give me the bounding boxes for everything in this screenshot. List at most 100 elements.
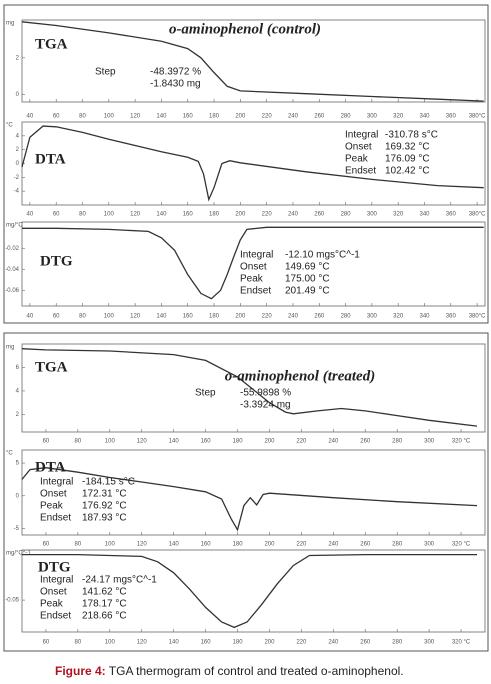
x-tick-label: 260 — [314, 314, 325, 320]
plot-title: TGA — [35, 36, 68, 52]
x-tick-label: 160 — [183, 314, 194, 320]
x-tick-label: 360 — [446, 212, 457, 218]
curve — [22, 226, 484, 300]
plot-title: DTA — [35, 459, 66, 475]
curve — [21, 467, 478, 532]
x-tick-label: 240 — [288, 314, 299, 320]
annotation-label: Integral — [240, 250, 273, 261]
x-tick-label: 160 — [183, 114, 194, 120]
y-axis-label: mg/°C^-1 — [6, 551, 32, 557]
y-tick-label: -0.02 — [5, 246, 19, 252]
x-tick-label: 140 — [169, 640, 180, 646]
x-tick-label: 160 — [201, 640, 212, 646]
annotation-value: -24.17 mgs°C^-1 — [82, 575, 157, 586]
y-axis-label: mg/°C — [6, 223, 23, 229]
y-tick-label: 4 — [16, 133, 20, 139]
x-tick-label: 240 — [328, 439, 339, 445]
x-tick-label: 200 — [235, 114, 246, 120]
x-tick-label: 120 — [137, 542, 148, 548]
panel-title: o-aminophenol (treated) — [225, 368, 375, 384]
annotation-label: Step — [195, 388, 216, 399]
annotation-label: Peak — [345, 154, 369, 165]
y-axis-label: °C — [6, 123, 13, 129]
y-tick-label: -0.05 — [5, 598, 19, 604]
plot-title: TGA — [35, 359, 68, 375]
x-tick-label: 140 — [169, 542, 180, 548]
y-tick-label: -0.06 — [5, 288, 19, 294]
x-tick-label: 360 — [446, 314, 457, 320]
x-tick-label: 300 — [424, 439, 435, 445]
x-tick-label: 320 — [393, 114, 404, 120]
panel-frame — [3, 332, 489, 652]
x-tick-label: 260 — [314, 114, 325, 120]
annotation-label: Onset — [40, 587, 67, 598]
x-tick-label: 320 — [393, 212, 404, 218]
x-tick-label: 200 — [235, 314, 246, 320]
y-tick-label: -5 — [14, 526, 20, 532]
x-tick-label: 260 — [360, 640, 371, 646]
x-tick-label: 80 — [75, 640, 82, 646]
annotation-label: Onset — [345, 142, 372, 153]
plot-title: DTA — [35, 151, 66, 167]
annotation-value: 175.00 °C — [285, 274, 330, 285]
x-tick-label: 140 — [169, 439, 180, 445]
x-tick-label: 320 — [393, 314, 404, 320]
y-tick-label: 2 — [16, 55, 20, 61]
x-tick-label: 300 — [367, 314, 378, 320]
x-tick-label: 180 — [209, 212, 220, 218]
x-tick-label: 280 — [392, 542, 403, 548]
x-tick-label: 340 — [419, 212, 430, 218]
y-tick-label: 2 — [16, 412, 20, 418]
annotation-value: -184.15 s°C — [82, 477, 135, 488]
x-tick-label: 60 — [43, 542, 50, 548]
x-tick-label: 300 — [367, 114, 378, 120]
annotation-label: Peak — [240, 274, 264, 285]
plot-frame — [21, 549, 486, 633]
y-axis-label: mg — [6, 345, 14, 351]
annotation-value: -12.10 mgs°C^-1 — [285, 250, 360, 261]
x-tick-label: 280 — [392, 439, 403, 445]
y-tick-label: 0 — [16, 161, 20, 167]
y-tick-label: 0 — [16, 92, 20, 98]
x-tick-label: 300 — [424, 542, 435, 548]
annotation-value: 169.32 °C — [385, 142, 430, 153]
annotation-label: Endset — [345, 166, 376, 177]
curve — [22, 553, 477, 629]
x-tick-label: 100 — [104, 212, 115, 218]
x-tick-label: 360 — [446, 114, 457, 120]
x-tick-label: 140 — [156, 314, 167, 320]
curve — [21, 21, 484, 102]
x-tick-label: 320 °C — [452, 439, 471, 445]
y-axis-label: mg — [6, 21, 14, 27]
x-tick-label: 40 — [27, 314, 34, 320]
annotation-value: -1.8430 mg — [150, 79, 201, 90]
x-tick-label: 120 — [137, 439, 148, 445]
annotation-label: Endset — [40, 611, 71, 622]
x-tick-label: 260 — [360, 439, 371, 445]
x-tick-label: 60 — [43, 439, 50, 445]
x-tick-label: 240 — [288, 212, 299, 218]
x-tick-label: 80 — [79, 314, 86, 320]
x-tick-label: 220 — [296, 542, 307, 548]
x-tick-label: 80 — [75, 542, 82, 548]
x-tick-label: 280 — [341, 114, 352, 120]
x-tick-label: 160 — [201, 542, 212, 548]
caption-label: Figure 4: — [55, 664, 106, 678]
y-tick-label: -4 — [14, 189, 20, 195]
annotation-value: 141.62 °C — [82, 587, 127, 598]
x-tick-label: 40 — [27, 114, 34, 120]
x-tick-label: 280 — [341, 212, 352, 218]
x-tick-label: 380°C — [469, 114, 486, 120]
annotation-label: Step — [95, 67, 116, 78]
x-tick-label: 180 — [209, 314, 220, 320]
x-tick-label: 120 — [137, 640, 148, 646]
x-tick-label: 320 °C — [452, 640, 471, 646]
annotation-label: Onset — [40, 489, 67, 500]
x-tick-label: 200 — [235, 212, 246, 218]
x-tick-label: 80 — [79, 212, 86, 218]
annotation-value: 187.93 °C — [82, 513, 127, 524]
y-tick-label: -0.04 — [5, 267, 19, 273]
annotation-label: Peak — [40, 501, 64, 512]
annotation-value: 201.49 °C — [285, 286, 330, 297]
x-tick-label: 300 — [424, 640, 435, 646]
